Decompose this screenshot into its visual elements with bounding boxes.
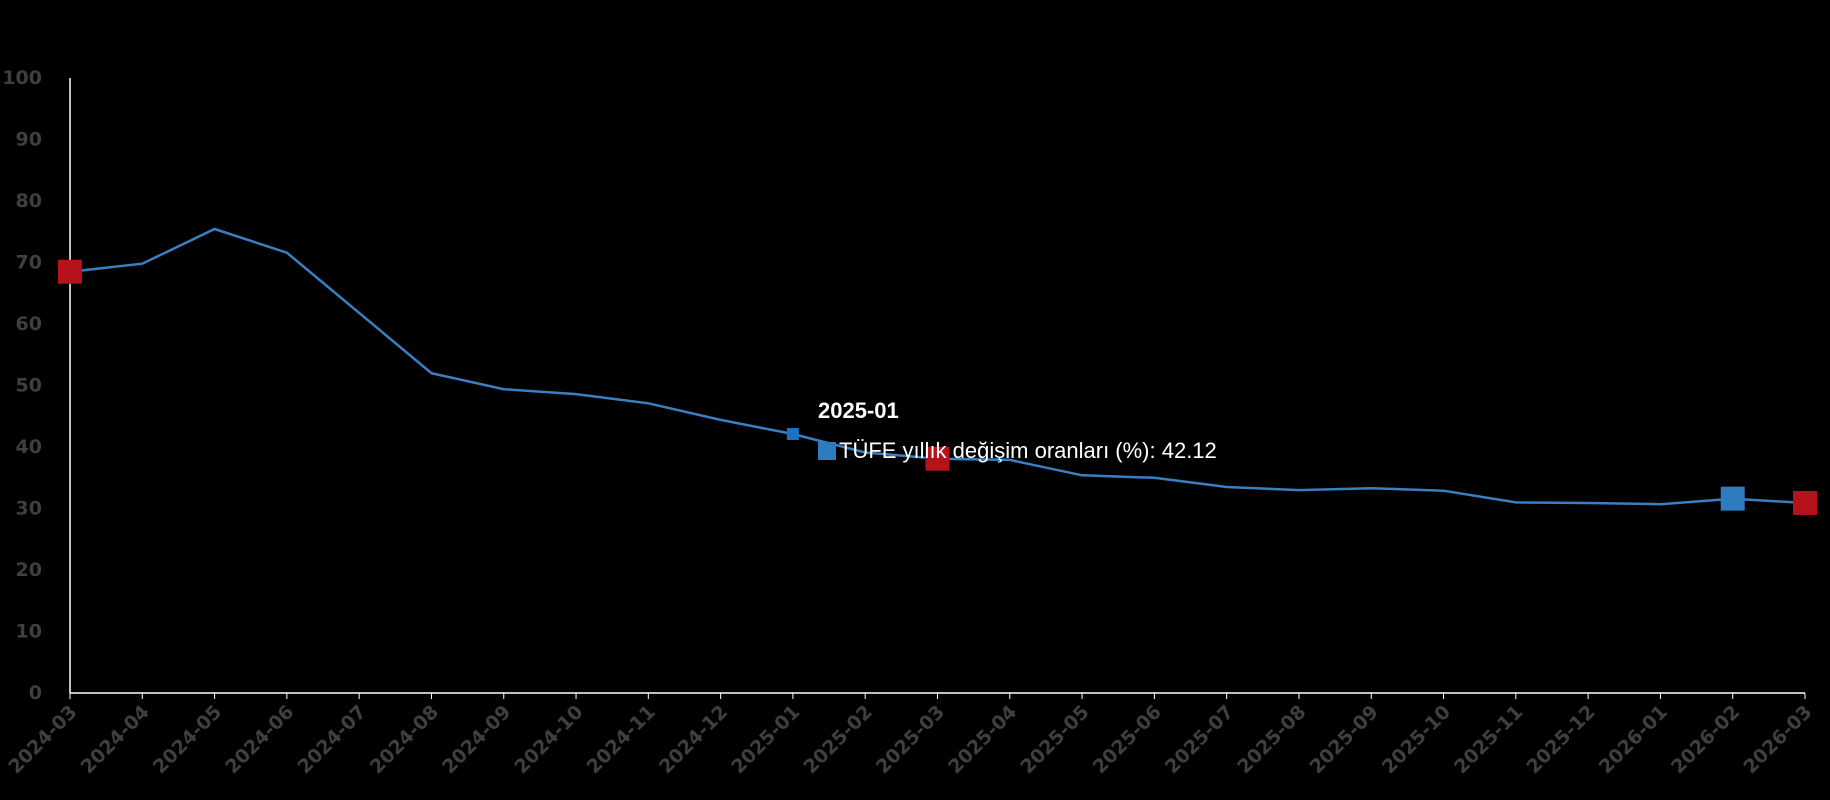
y-tick-label: 50 <box>16 375 42 397</box>
x-tick-label: 2025-02 <box>800 701 877 778</box>
x-tick-label: 2025-11 <box>1450 701 1527 778</box>
tooltip-swatch <box>818 442 836 460</box>
tooltip-row: TÜFE yıllık değişim oranları (%): 42.12 <box>818 438 1217 464</box>
tooltip-title: 2025-01 <box>818 398 899 423</box>
data-point-marker[interactable] <box>1720 486 1745 511</box>
x-tick-label: 2025-07 <box>1161 701 1238 778</box>
x-tick-label: 2024-08 <box>366 701 443 778</box>
y-tick-label: 100 <box>2 67 42 89</box>
x-tick-label: 2024-12 <box>655 701 732 778</box>
tooltip-label: TÜFE yıllık değişim oranları (%): 42.12 <box>839 438 1217 463</box>
x-tick-label: 2026-02 <box>1667 701 1744 778</box>
data-point-marker[interactable] <box>786 427 799 440</box>
y-tick-label: 20 <box>16 559 42 581</box>
data-point-marker[interactable] <box>1793 490 1817 515</box>
x-tick-label: 2026-03 <box>1739 701 1816 778</box>
x-tick-label: 2024-04 <box>77 701 154 778</box>
y-tick-label: 10 <box>16 621 42 643</box>
x-tick-label: 2025-10 <box>1378 701 1455 778</box>
x-tick-label: 2025-05 <box>1016 701 1093 778</box>
x-tick-label: 2026-01 <box>1595 701 1672 778</box>
x-tick-label: 2025-06 <box>1089 701 1166 778</box>
data-point-marker[interactable] <box>58 259 82 284</box>
x-tick-label: 2025-01 <box>727 701 804 778</box>
x-tick-label: 2025-12 <box>1522 701 1599 778</box>
y-axis-ticks: 0 10 20 30 40 50 60 70 80 90 100 <box>2 67 42 704</box>
tooltip: 2025-01 TÜFE yıllık değişim oranları (%)… <box>818 398 1217 464</box>
highlight-markers <box>58 259 1817 515</box>
y-tick-label: 80 <box>16 190 42 212</box>
x-tick-label: 2024-11 <box>583 701 660 778</box>
x-tick-label: 2024-05 <box>149 701 226 778</box>
data-point-marker[interactable] <box>925 446 950 471</box>
y-tick-label: 40 <box>16 436 42 458</box>
x-tick-label: 2025-04 <box>944 701 1021 778</box>
x-tick-label: 2024-09 <box>438 701 515 778</box>
y-tick-label: 60 <box>16 313 42 335</box>
x-axis-ticks: 2024-032024-042024-052024-062024-072024-… <box>4 693 1817 778</box>
x-tick-label: 2024-07 <box>293 701 370 778</box>
y-tick-label: 30 <box>16 498 42 520</box>
x-tick-label: 2024-06 <box>221 701 298 778</box>
y-tick-label: 70 <box>16 252 42 274</box>
x-tick-label: 2024-10 <box>510 701 587 778</box>
x-tick-label: 2025-08 <box>1233 701 1310 778</box>
x-tick-label: 2025-09 <box>1306 701 1383 778</box>
x-tick-label: 2025-03 <box>872 701 949 778</box>
x-tick-label: 2024-03 <box>4 701 81 778</box>
y-tick-label: 0 <box>29 682 42 704</box>
y-tick-label: 90 <box>16 129 42 151</box>
